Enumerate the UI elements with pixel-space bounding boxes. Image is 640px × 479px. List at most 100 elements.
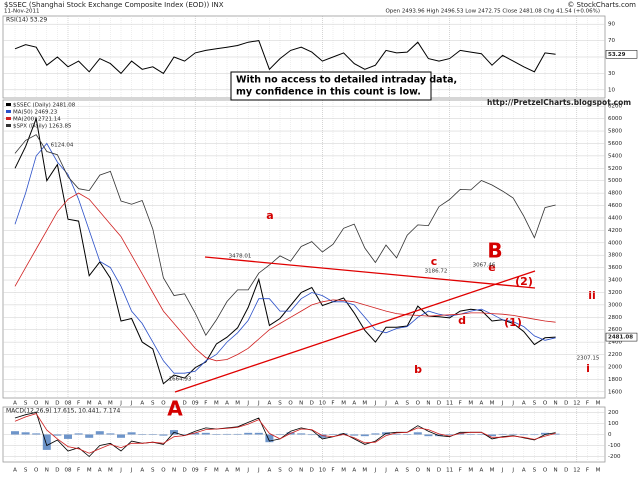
wave-label: B <box>487 239 502 263</box>
x-tick-label: D <box>437 468 441 474</box>
x-tick-label: M <box>490 401 495 407</box>
x-tick-label: J <box>130 401 133 407</box>
histogram-bar <box>445 434 454 436</box>
x-tick-label: N <box>554 468 558 474</box>
wave-label: A <box>167 397 183 421</box>
x-tick-label: D <box>564 468 568 474</box>
y-tick-label: 70 <box>608 38 615 44</box>
y-tick-label: 3200 <box>608 290 622 296</box>
x-tick-label: M <box>596 401 601 407</box>
x-tick-label: N <box>172 468 176 474</box>
x-tick-label: O <box>543 401 548 407</box>
legend-swatch <box>6 103 11 106</box>
x-tick-label: D <box>55 401 59 407</box>
value-tag-label: 2481.08 <box>608 335 633 341</box>
histogram-bar <box>180 434 189 435</box>
x-tick-label: N <box>426 401 430 407</box>
y-tick-label: 6000 <box>608 116 622 122</box>
wave-label: (2) <box>515 275 533 288</box>
x-tick-label: F <box>204 468 207 474</box>
histogram-bar <box>307 434 316 436</box>
x-tick-label: 08 <box>65 401 72 407</box>
y-tick-label: 4600 <box>608 203 622 209</box>
histogram-bar <box>254 432 263 435</box>
price-label: 6124.04 <box>51 143 74 149</box>
url: http://PretzelCharts.blogspot.com <box>487 98 631 107</box>
y-tick-label: 100 <box>608 421 619 427</box>
x-tick-label: O <box>34 401 39 407</box>
y-tick-label: 3400 <box>608 278 622 284</box>
x-tick-label: M <box>362 468 367 474</box>
histogram-bar <box>350 434 359 436</box>
wave-label: e <box>488 261 495 274</box>
histogram-bar <box>297 433 306 435</box>
series-line <box>14 40 556 75</box>
x-tick-label: J <box>119 401 122 407</box>
header-date: 11-Nov-2011 <box>4 9 40 15</box>
y-tick-label: 4200 <box>608 228 622 234</box>
series-line <box>14 412 556 458</box>
x-tick-label: A <box>140 401 144 407</box>
x-tick-label: M <box>341 401 346 407</box>
panel-title: RSI(14) 53.29 <box>6 17 47 24</box>
x-tick-label: S <box>151 468 155 474</box>
series-line <box>14 413 556 454</box>
histogram-bar <box>223 433 231 435</box>
x-tick-label: A <box>480 468 484 474</box>
y-tick-label: 2600 <box>608 327 622 333</box>
x-tick-label: A <box>13 401 17 407</box>
x-tick-label: 11 <box>446 401 453 407</box>
x-tick-label: M <box>235 468 240 474</box>
histogram-bar <box>148 434 157 435</box>
histogram-bar <box>276 434 284 435</box>
x-tick-label: D <box>310 468 314 474</box>
x-tick-label: A <box>140 468 144 474</box>
legend-label: $SSEC (Daily) 2481.08 <box>13 103 76 109</box>
price-label: 3186.72 <box>425 269 448 275</box>
histogram-bar <box>477 434 486 435</box>
x-tick-label: 12 <box>573 401 580 407</box>
x-tick-label: F <box>77 401 80 407</box>
legend-swatch <box>6 124 11 127</box>
x-tick-label: M <box>235 401 240 407</box>
histogram-bar <box>11 431 19 435</box>
wave-label: a <box>266 209 273 222</box>
histogram-bar <box>424 434 433 437</box>
x-tick-label: M <box>341 468 346 474</box>
x-tick-label: S <box>278 468 282 474</box>
legend-label: $SPX (Daily) 1263.85 <box>13 124 72 130</box>
x-tick-label: O <box>288 401 293 407</box>
x-tick-label: M <box>362 401 367 407</box>
x-tick-label: J <box>374 468 377 474</box>
y-tick-label: 1800 <box>608 377 622 383</box>
x-tick-label: D <box>182 401 186 407</box>
value-tag <box>605 332 638 342</box>
histogram-bar <box>519 434 528 436</box>
x-tick-label: N <box>45 401 49 407</box>
histogram-bar <box>498 433 507 435</box>
y-tick-label: 4800 <box>608 191 622 197</box>
trendline <box>174 270 536 393</box>
wave-label: (1) <box>504 316 522 329</box>
x-tick-label: S <box>533 401 537 407</box>
x-tick-label: 11 <box>446 468 453 474</box>
histogram-bar <box>360 434 369 437</box>
x-tick-label: J <box>119 468 122 474</box>
series-line <box>14 192 556 362</box>
y-tick-label: -100 <box>608 443 621 449</box>
legend-swatch <box>6 110 11 113</box>
legend-swatch <box>6 117 11 120</box>
histogram-bar <box>95 431 104 435</box>
x-tick-label: A <box>480 401 484 407</box>
x-tick-label: F <box>459 401 462 407</box>
histogram-bar <box>53 434 62 436</box>
histogram-bar <box>42 434 51 450</box>
x-tick-label: M <box>87 468 92 474</box>
histogram-bar <box>456 433 465 435</box>
note-box <box>230 71 432 101</box>
x-tick-label: J <box>511 401 514 407</box>
y-tick-label: 30 <box>608 71 615 77</box>
histogram-bar <box>339 433 348 435</box>
histogram-bar <box>541 432 549 435</box>
